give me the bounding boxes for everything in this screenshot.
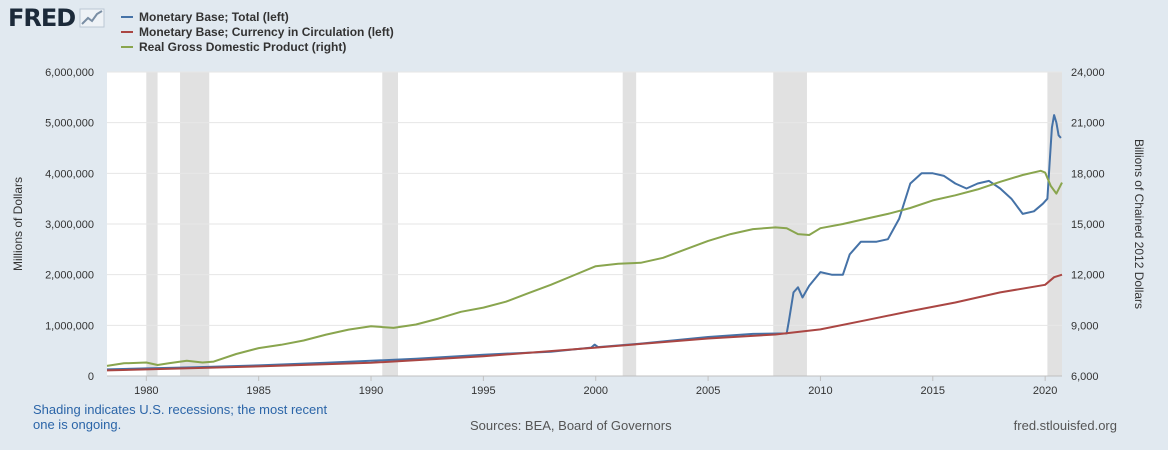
legend-label: Monetary Base; Total (left) bbox=[139, 9, 289, 24]
fred-logo[interactable]: FRED bbox=[8, 4, 105, 32]
right-axis-tick-label: 12,000 bbox=[1071, 270, 1105, 282]
chart-legend: Monetary Base; Total (left) Monetary Bas… bbox=[121, 9, 394, 54]
fred-url-link[interactable]: fred.stlouisfed.org bbox=[1013, 418, 1117, 433]
left-axis-tick-label: 2,000,000 bbox=[45, 270, 94, 282]
right-axis-tick-label: 21,000 bbox=[1071, 118, 1105, 130]
recession-note: Shading indicates U.S. recessions; the m… bbox=[33, 402, 328, 432]
left-axis-tick-label: 0 bbox=[88, 371, 94, 383]
legend-item-monetary-base-total[interactable]: Monetary Base; Total (left) bbox=[121, 9, 394, 24]
x-axis-tick-label: 1990 bbox=[359, 385, 383, 397]
right-axis-tick-label: 18,000 bbox=[1071, 168, 1105, 180]
right-axis-tick-label: 15,000 bbox=[1071, 219, 1105, 231]
legend-swatch bbox=[121, 30, 133, 33]
x-axis-tick-label: 1995 bbox=[471, 385, 495, 397]
x-axis-tick-label: 2005 bbox=[696, 385, 720, 397]
right-axis-tick-label: 24,000 bbox=[1071, 67, 1105, 79]
series-line-currency-in-circulation bbox=[106, 273, 1063, 372]
x-axis-tick-label: 2015 bbox=[921, 385, 945, 397]
line-chart-icon bbox=[79, 8, 105, 28]
x-axis-tick-label: 2010 bbox=[808, 385, 832, 397]
x-axis-tick-label: 2000 bbox=[583, 385, 607, 397]
left-axis-tick-label: 4,000,000 bbox=[45, 168, 94, 180]
right-axis-title: Billions of Chained 2012 Dollars bbox=[1132, 139, 1146, 309]
legend-item-real-gdp[interactable]: Real Gross Domestic Product (right) bbox=[121, 39, 394, 54]
left-axis-tick-label: 6,000,000 bbox=[45, 67, 94, 79]
legend-item-currency-in-circulation[interactable]: Monetary Base; Currency in Circulation (… bbox=[121, 24, 394, 39]
series-lines bbox=[106, 114, 1063, 372]
right-axis-tick-label: 9,000 bbox=[1071, 320, 1099, 332]
axes: 0 6,000 1,000,000 9,000 2,000,000 12,000 3,000… bbox=[45, 67, 1105, 397]
legend-label: Monetary Base; Currency in Circulation (… bbox=[139, 24, 394, 39]
left-axis-title: Millions of Dollars bbox=[11, 177, 25, 271]
left-axis-tick-label: 5,000,000 bbox=[45, 118, 94, 130]
right-axis-tick-label: 6,000 bbox=[1071, 371, 1099, 383]
fred-logo-text: FRED bbox=[8, 4, 76, 32]
x-axis-tick-label: 1985 bbox=[246, 385, 270, 397]
legend-label: Real Gross Domestic Product (right) bbox=[139, 39, 347, 54]
x-axis-tick-label: 2020 bbox=[1033, 385, 1057, 397]
series-line-real-gdp bbox=[106, 169, 1063, 367]
legend-swatch bbox=[121, 45, 133, 48]
legend-swatch bbox=[121, 15, 133, 18]
left-axis-tick-label: 3,000,000 bbox=[45, 219, 94, 231]
left-axis-tick-label: 1,000,000 bbox=[45, 320, 94, 332]
sources-text: Sources: BEA, Board of Governors bbox=[470, 418, 672, 433]
x-axis-tick-label: 1980 bbox=[134, 385, 158, 397]
